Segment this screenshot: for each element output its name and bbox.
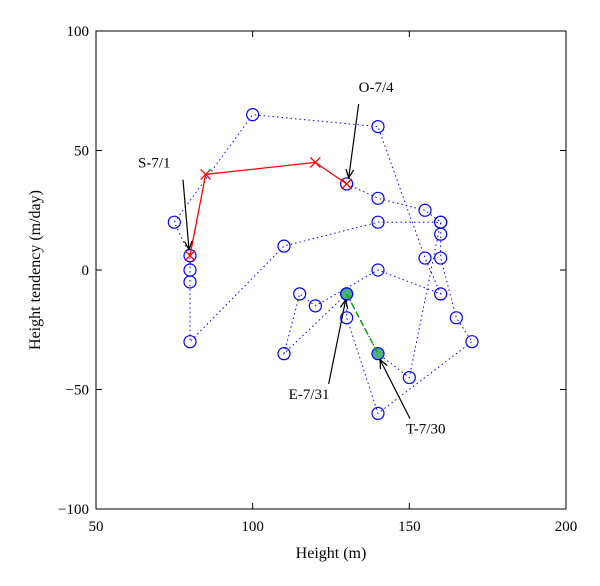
x-tick-label: 100 [241,519,264,535]
plot-layer [167,108,479,420]
series-line-red [189,161,348,256]
annotation-layer: S-7/1 O-7/4 E-7/31 T-7/30 [138,80,445,438]
y-tick-label: −100 [58,502,89,518]
data-point-circle [371,263,385,277]
data-point-circle [183,263,197,277]
y-tick-label: 100 [67,24,90,40]
annotation-label: T-7/30 [406,422,445,438]
data-point-circle [371,191,385,205]
data-point-circle [340,311,354,325]
highlight-point [372,348,384,360]
data-point-circle [465,335,479,349]
data-point-circle [434,287,448,301]
x-tick-label: 50 [89,519,104,535]
data-point-x [200,168,212,180]
highlight-point [341,288,353,300]
annotation-label: E-7/31 [289,387,330,403]
annotation-arrow [349,103,360,178]
data-point-circle [308,299,322,313]
data-point-x [341,178,353,190]
data-point-circle [246,108,260,122]
annotation-arrow [182,179,189,250]
x-axis-title: Height (m) [296,545,367,562]
y-tick-label: −50 [66,383,89,399]
data-point-circle [371,119,385,134]
annotation-label: O-7/4 [359,80,394,96]
data-point-circle [449,311,463,325]
data-point-circle [402,370,416,385]
tick-layer: 50 100 150 200 −100 −50 0 50 100 [58,24,577,535]
data-point-circle [371,347,385,361]
data-point-circle [434,227,448,241]
data-point-x [309,156,321,168]
annotation-arrow [380,360,411,419]
data-point-circle [277,347,291,361]
annotation-arrow [328,300,346,385]
y-tick-label: 50 [74,144,89,160]
y-axis-title: Height tendency (m/day) [27,190,44,350]
data-point-circle [418,203,432,217]
data-point-circle [183,335,197,349]
data-point-circle [371,406,385,420]
data-point-circle [371,215,385,229]
x-tick-label: 200 [555,519,578,535]
y-tick-label: 0 [82,263,90,279]
data-point-circle [293,287,307,301]
data-point-x [184,250,196,262]
plot-frame [95,30,567,510]
series-line-blue [173,114,473,415]
data-point-circle [434,215,448,229]
data-point-circle [167,215,181,229]
data-point-circle [183,275,197,289]
annotation-label: S-7/1 [138,156,171,172]
x-tick-label: 150 [398,519,421,535]
data-point-circle [418,251,432,265]
data-point-circle [434,251,448,265]
series-line-green [346,293,379,354]
data-point-circle [277,239,291,253]
